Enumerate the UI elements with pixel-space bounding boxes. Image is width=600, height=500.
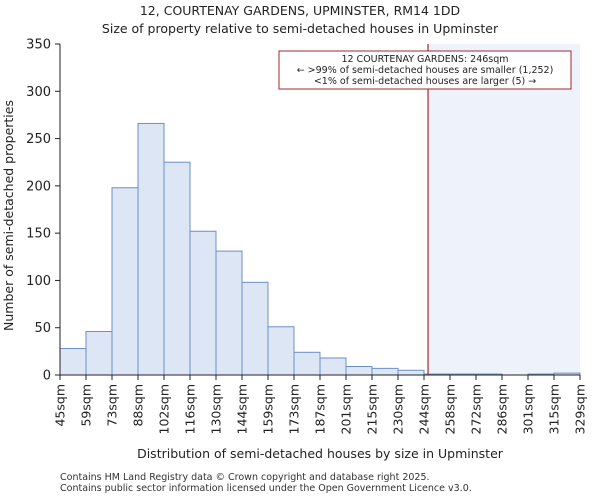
chart-svg: 0 50 100 150 200 250 300 350 45sqm 59sqm 73sqm 88s… <box>1 38 588 462</box>
bar <box>267 326 295 376</box>
y-tick-label: 150 <box>26 227 51 242</box>
chart-subtitle: Size of property relative to semi-detach… <box>101 21 499 36</box>
bar <box>319 357 347 376</box>
x-tick-label: 215sqm <box>365 384 380 434</box>
x-tick-label: 187sqm <box>313 384 328 434</box>
bar <box>371 367 399 376</box>
x-tick-label: 116sqm <box>183 384 198 434</box>
x-tick-label: 45sqm <box>53 384 68 427</box>
x-tick-label: 244sqm <box>417 384 432 434</box>
footer: Contains HM Land Registry data © Crown c… <box>60 472 472 494</box>
x-tick-label: 144sqm <box>235 384 250 434</box>
x-tick-label: 301sqm <box>521 384 536 434</box>
x-tick-label: 315sqm <box>547 384 562 434</box>
x-tick-label: 230sqm <box>391 384 406 434</box>
y-tick-label: 0 <box>43 369 51 384</box>
x-tick-label: 102sqm <box>157 384 172 434</box>
x-tick-label: 59sqm <box>79 384 94 427</box>
bar <box>345 365 373 376</box>
bar <box>241 281 269 376</box>
chart-title-block: 12, COURTENAY GARDENS, UPMINSTER, RM14 1… <box>0 2 600 38</box>
bar <box>293 351 321 376</box>
y-tick-label: 350 <box>26 38 51 53</box>
annotation-box: 12 COURTENAY GARDENS: 246sqm← >99% of se… <box>278 50 572 90</box>
x-tick-label: 88sqm <box>131 384 146 427</box>
y-tick-label: 250 <box>26 132 51 147</box>
y-tick-label: 100 <box>26 274 51 289</box>
footer-line-1: Contains HM Land Registry data © Crown c… <box>60 472 430 483</box>
x-axis-label: Distribution of semi-detached houses by … <box>137 446 504 461</box>
x-tick-label: 286sqm <box>495 384 510 434</box>
y-tick-label: 200 <box>26 179 51 194</box>
bar <box>215 250 243 376</box>
bar <box>189 230 217 376</box>
y-tick-label: 300 <box>26 85 51 100</box>
y-tick-label: 50 <box>34 321 51 336</box>
annotation-title: 12 COURTENAY GARDENS: 246sqm <box>341 54 508 65</box>
x-tick-label: 258sqm <box>443 384 458 434</box>
bar <box>163 161 191 376</box>
chart-title: 12, COURTENAY GARDENS, UPMINSTER, RM14 1… <box>139 3 461 18</box>
bar <box>85 330 113 376</box>
right-highlight-region <box>428 44 580 375</box>
annotation-line: ← >99% of semi-detached houses are small… <box>297 65 554 76</box>
annotation-line: <1% of semi-detached houses are larger (… <box>314 76 536 87</box>
x-tick-label: 73sqm <box>105 384 120 427</box>
x-tick-label: 329sqm <box>573 384 588 434</box>
x-tick-label: 159sqm <box>261 384 276 434</box>
x-tick-label: 272sqm <box>469 384 484 434</box>
bar <box>397 369 425 376</box>
bar <box>59 348 87 376</box>
footer-line-2: Contains public sector information licen… <box>60 483 472 494</box>
bar <box>111 187 139 376</box>
y-axis-label: Number of semi-detached properties <box>1 100 16 331</box>
x-tick-label: 130sqm <box>209 384 224 434</box>
annotation-frame <box>278 50 572 90</box>
x-tick-label: 173sqm <box>287 384 302 434</box>
x-tick-label: 201sqm <box>339 384 354 434</box>
bar <box>137 122 165 376</box>
